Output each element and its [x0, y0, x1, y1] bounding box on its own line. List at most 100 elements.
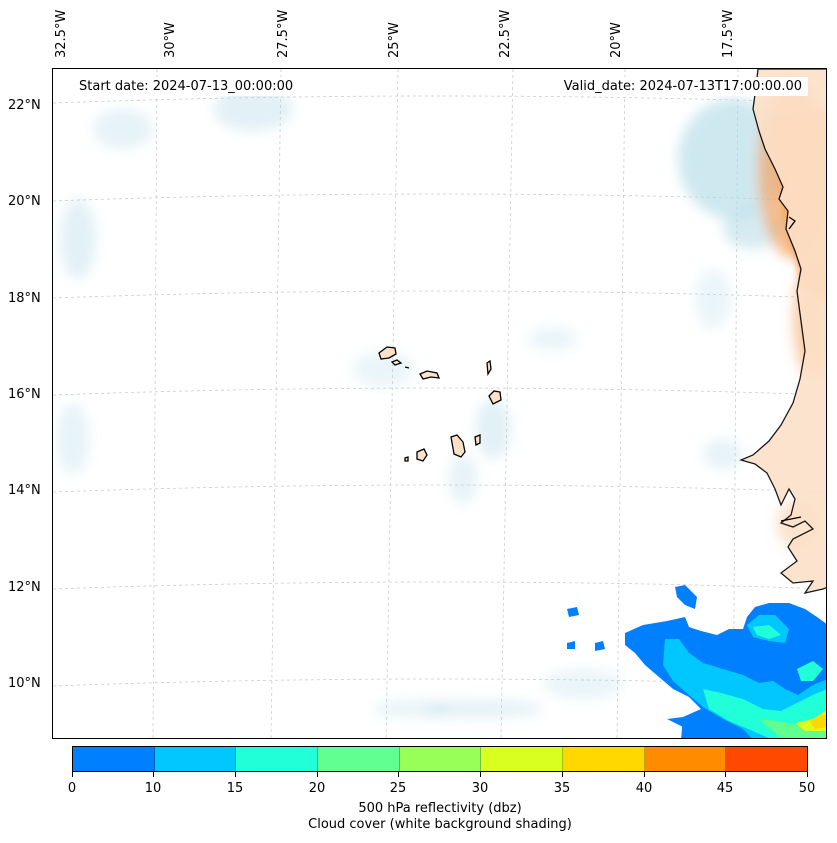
colorbar-tickmark	[807, 772, 808, 777]
meridian-30w	[152, 69, 158, 738]
colorbar-tick-10: 10	[144, 781, 162, 796]
island-sal	[486, 359, 492, 377]
lon-label-30w: 30°W	[163, 22, 178, 58]
cape-verde-islands	[378, 346, 502, 462]
colorbar-tick-20: 20	[308, 781, 326, 796]
cloud-patch	[695, 269, 731, 329]
colorbar-tickmark	[235, 772, 236, 777]
colorbar-segment-4	[399, 747, 482, 771]
lon-label-25w: 25°W	[387, 22, 402, 58]
graticule	[53, 69, 826, 738]
lat-label-22n: 22°N	[8, 98, 41, 113]
cloud-patch	[475, 399, 511, 459]
cloud-patch	[57, 404, 89, 474]
colorbar-segment-3	[318, 747, 400, 771]
colorbar-segment-2	[236, 747, 319, 771]
reflectivity-10-15	[595, 641, 605, 651]
map-annotations: Start date: 2024-07-13_00:00:00 Valid_da…	[73, 77, 808, 96]
colorbar-tick-40: 40	[635, 781, 653, 796]
colorbar-tick-50: 50	[798, 781, 816, 796]
map-panel: Start date: 2024-07-13_00:00:00 Valid_da…	[52, 68, 827, 739]
island-santo-antao	[378, 346, 397, 360]
colorbar-tickmark	[153, 772, 154, 777]
africa-coast	[739, 69, 826, 594]
island-maio	[474, 434, 481, 446]
colorbar-tick-45: 45	[716, 781, 734, 796]
cloud-patch	[60, 199, 96, 279]
colorbar-label-line1: 500 hPa reflectivity (dbz)	[358, 801, 522, 816]
lon-label-22-5w: 22.5°W	[498, 9, 513, 58]
reflectivity-10-15	[567, 641, 575, 649]
colorbar-segment-1	[154, 747, 237, 771]
island-boa-vista	[488, 390, 502, 405]
colorbar-tick-35: 35	[553, 781, 571, 796]
island-fogo	[416, 448, 428, 462]
colorbar-tickmark	[72, 772, 73, 777]
cloud-patch	[528, 327, 578, 351]
lon-label-27-5w: 27.5°W	[276, 9, 291, 58]
colorbar-tickmark	[480, 772, 481, 777]
lat-label-10n: 10°N	[8, 676, 41, 691]
reflectivity-field	[567, 585, 826, 738]
cloud-patch	[93, 109, 153, 149]
colorbar-segment-7	[644, 747, 727, 771]
valid-date-label: Valid_date: 2024-07-13T17:00:00.00	[557, 77, 808, 96]
colorbar-label: 500 hPa reflectivity (dbz) Cloud cover (…	[72, 801, 808, 833]
meridian-27-5w	[270, 69, 282, 738]
colorbar-tickmark	[398, 772, 399, 777]
island-santiago	[450, 434, 466, 458]
lat-label-14n: 14°N	[8, 483, 41, 498]
reflectivity-25-30	[759, 719, 826, 738]
coast-detail	[780, 216, 802, 522]
cloud-patch	[213, 87, 293, 131]
lon-label-17-5w: 17.5°W	[721, 9, 736, 58]
parallel-10n	[53, 678, 826, 687]
colorbar-segment-8	[726, 747, 808, 771]
reflectivity-20-25	[797, 661, 823, 681]
colorbar-tickmark	[562, 772, 563, 777]
parallel-20n	[53, 193, 826, 202]
reflectivity-35-40	[809, 715, 826, 729]
colorbar-tickmark	[317, 772, 318, 777]
colorbar-tick-30: 30	[471, 781, 489, 796]
colorbar-tick-25: 25	[389, 781, 407, 796]
colorbar-segment-5	[481, 747, 564, 771]
colorbar-label-line2: Cloud cover (white background shading)	[308, 817, 572, 832]
colorbar-tickmark	[644, 772, 645, 777]
cloud-patch	[543, 669, 623, 699]
cloud-patch	[449, 454, 477, 504]
cloud-patch	[703, 439, 743, 469]
meridian-20w	[616, 69, 626, 738]
colorbar-tick-0: 0	[67, 781, 77, 796]
meridian-17-5w	[732, 69, 739, 738]
lat-label-12n: 12°N	[8, 580, 41, 595]
island-brava	[404, 456, 409, 462]
lon-label-32-5w: 32.5°W	[54, 9, 69, 58]
island-santa-luzia	[404, 366, 410, 369]
parallel-18n	[53, 290, 826, 299]
lon-label-20w: 20°W	[609, 22, 624, 58]
mainland-africa	[739, 69, 826, 594]
lat-label-20n: 20°N	[8, 194, 41, 209]
reflectivity-colorbar	[72, 746, 808, 772]
lat-label-18n: 18°N	[8, 291, 41, 306]
start-date-label: Start date: 2024-07-13_00:00:00	[73, 77, 300, 96]
reflectivity-10-15	[675, 585, 697, 609]
meridian-25w	[385, 69, 399, 738]
reflectivity-10-15	[567, 607, 579, 617]
island-sao-vicente	[390, 359, 403, 366]
colorbar-segment-6	[563, 747, 645, 771]
colorbar-tick-15: 15	[226, 781, 244, 796]
cloud-patch	[373, 699, 453, 719]
cloud-patch	[423, 699, 543, 719]
island-sao-nicolau	[419, 370, 441, 380]
parallel-22n	[53, 95, 826, 104]
lat-label-16n: 16°N	[8, 387, 41, 402]
reflectivity-20-25	[753, 625, 781, 639]
colorbar-segment-0	[73, 747, 155, 771]
meridian-22-5w	[500, 69, 514, 738]
parallel-12n	[53, 581, 826, 590]
parallel-16n	[53, 387, 826, 396]
parallel-14n	[53, 484, 826, 493]
weather-map: Start date: 2024-07-13_00:00:00 Valid_da…	[53, 69, 826, 738]
